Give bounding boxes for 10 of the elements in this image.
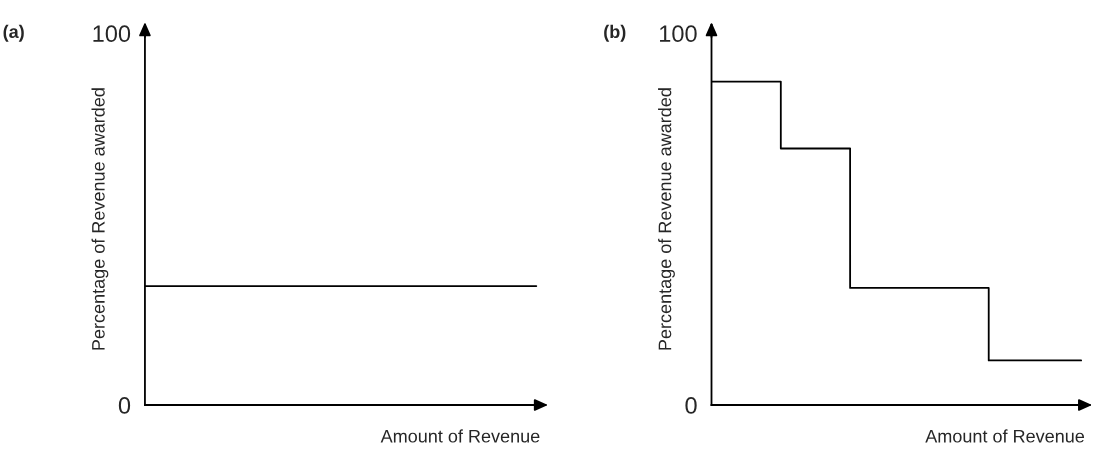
chart-title: (a) [3,24,24,42]
y-tick-label: 100 [93,25,131,43]
x-axis-title: Amount of Revenue [925,429,1085,443]
chart-title: (b) [604,24,626,42]
y-tick-label: 100 [660,25,697,43]
x-axis-title: Amount of Revenue [380,429,540,443]
y-tick-label: 0 [685,397,697,414]
y-axis-title: Percentage of Revenue awarded [658,88,675,350]
y-axis-title: Percentage of Revenue awarded [91,88,109,350]
y-tick-label: 0 [118,397,131,414]
